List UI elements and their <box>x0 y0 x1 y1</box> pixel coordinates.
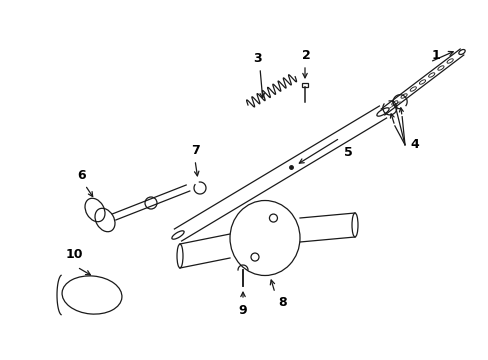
Text: 1: 1 <box>431 49 440 62</box>
Text: 2: 2 <box>301 49 310 62</box>
Text: 5: 5 <box>343 145 352 158</box>
Text: 3: 3 <box>253 51 262 64</box>
Text: 6: 6 <box>78 168 86 181</box>
Text: 10: 10 <box>65 248 82 261</box>
Text: 4: 4 <box>409 138 418 151</box>
Text: 9: 9 <box>238 303 247 316</box>
Text: 7: 7 <box>190 144 199 157</box>
Text: 8: 8 <box>278 297 287 310</box>
